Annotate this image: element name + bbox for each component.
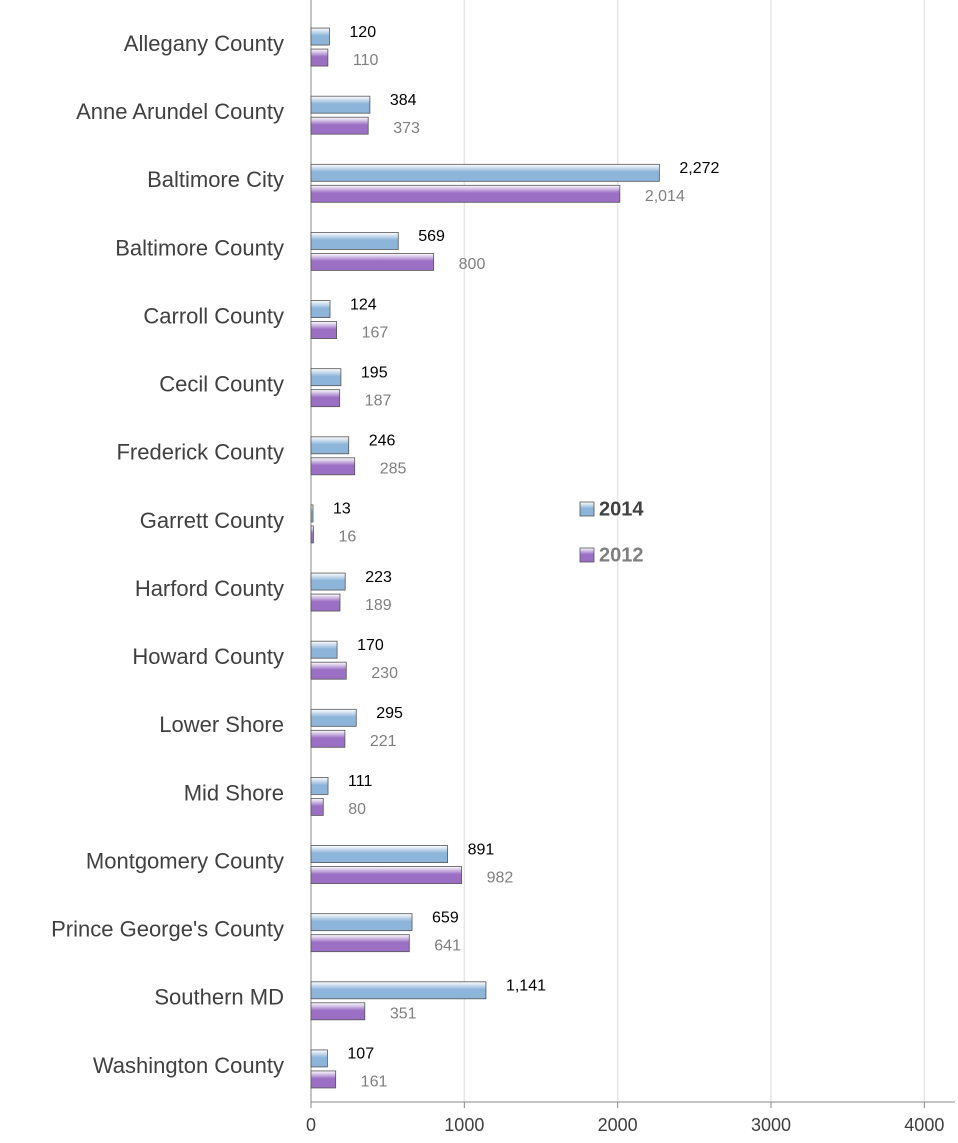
value-label: 80 [348,801,366,818]
category-label: Carroll County [143,303,284,328]
value-label: 800 [459,256,486,273]
bar [310,389,341,408]
value-label: 223 [365,569,392,586]
value-label: 295 [376,705,403,722]
category-label: Howard County [132,644,284,669]
category-label: Southern MD [154,985,284,1010]
value-label: 111 [348,773,372,790]
bar [310,661,347,680]
value-label: 107 [347,1046,374,1063]
bar [310,321,338,339]
x-tick-label: 3000 [751,1115,791,1135]
bar [310,48,329,67]
category-label: Prince George's County [51,917,284,942]
value-label: 384 [390,92,417,109]
value-label: 13 [333,501,351,518]
legend-label: 2012 [599,544,644,566]
value-label: 641 [434,937,461,954]
bar [310,368,342,387]
bar [310,798,324,816]
value-label: 982 [487,869,514,886]
value-label: 110 [353,52,379,69]
value-label: 120 [349,24,376,41]
value-label: 124 [350,296,377,313]
x-tick-label: 4000 [904,1115,944,1135]
category-label: Harford County [135,576,284,601]
bar [310,116,369,135]
category-label: Allegany County [124,31,284,56]
bar [310,27,330,46]
value-label: 221 [370,733,397,750]
bar [310,913,413,932]
bar [310,232,399,250]
bar [310,436,350,455]
value-label: 16 [338,529,356,546]
value-label: 189 [365,597,392,614]
value-label: 195 [361,364,388,381]
value-label: 1,141 [506,978,546,995]
category-label: Mid Shore [184,780,284,805]
category-label: Montgomery County [86,848,284,873]
value-label: 2,272 [679,160,719,177]
x-tick-label: 0 [306,1115,316,1135]
category-label: Cecil County [159,372,284,397]
bar [310,708,357,727]
bar [310,163,660,182]
value-label: 373 [393,120,420,137]
bar [310,184,621,203]
bar [310,640,338,659]
bar [310,593,341,612]
legend-swatch [579,547,595,563]
category-label: Washington County [93,1053,284,1078]
value-label: 246 [369,433,396,450]
value-label: 230 [371,665,398,682]
legend-swatch [579,501,595,517]
value-label: 285 [380,461,407,478]
bar [310,1070,337,1089]
legend-label: 2014 [599,498,644,520]
category-label: Baltimore County [115,235,284,260]
bar [310,729,346,748]
bar [310,777,329,795]
value-label: 187 [365,392,392,409]
category-label: Anne Arundel County [76,99,284,124]
bar [310,253,435,271]
x-tick-label: 1000 [444,1115,484,1135]
bar [310,525,314,544]
bar [310,572,346,591]
x-tick-label: 2000 [598,1115,638,1135]
bar [310,866,462,884]
value-label: 891 [468,841,495,858]
category-label: Lower Shore [159,712,284,737]
value-label: 2,014 [645,188,685,205]
bar [310,504,314,523]
value-label: 170 [357,637,384,654]
category-label: Baltimore City [147,167,284,192]
category-label: Frederick County [116,440,284,465]
bar [310,1002,366,1021]
value-label: 659 [432,909,459,926]
bar [310,300,331,318]
category-label: Garrett County [140,508,284,533]
bar [310,1049,328,1068]
value-label: 167 [362,324,389,341]
value-label: 351 [390,1006,417,1023]
bar [310,95,371,114]
bar [310,845,449,863]
bar [310,981,487,1000]
bar [310,457,356,476]
value-label: 569 [418,228,445,245]
value-label: 161 [361,1074,388,1091]
bar [310,934,410,953]
